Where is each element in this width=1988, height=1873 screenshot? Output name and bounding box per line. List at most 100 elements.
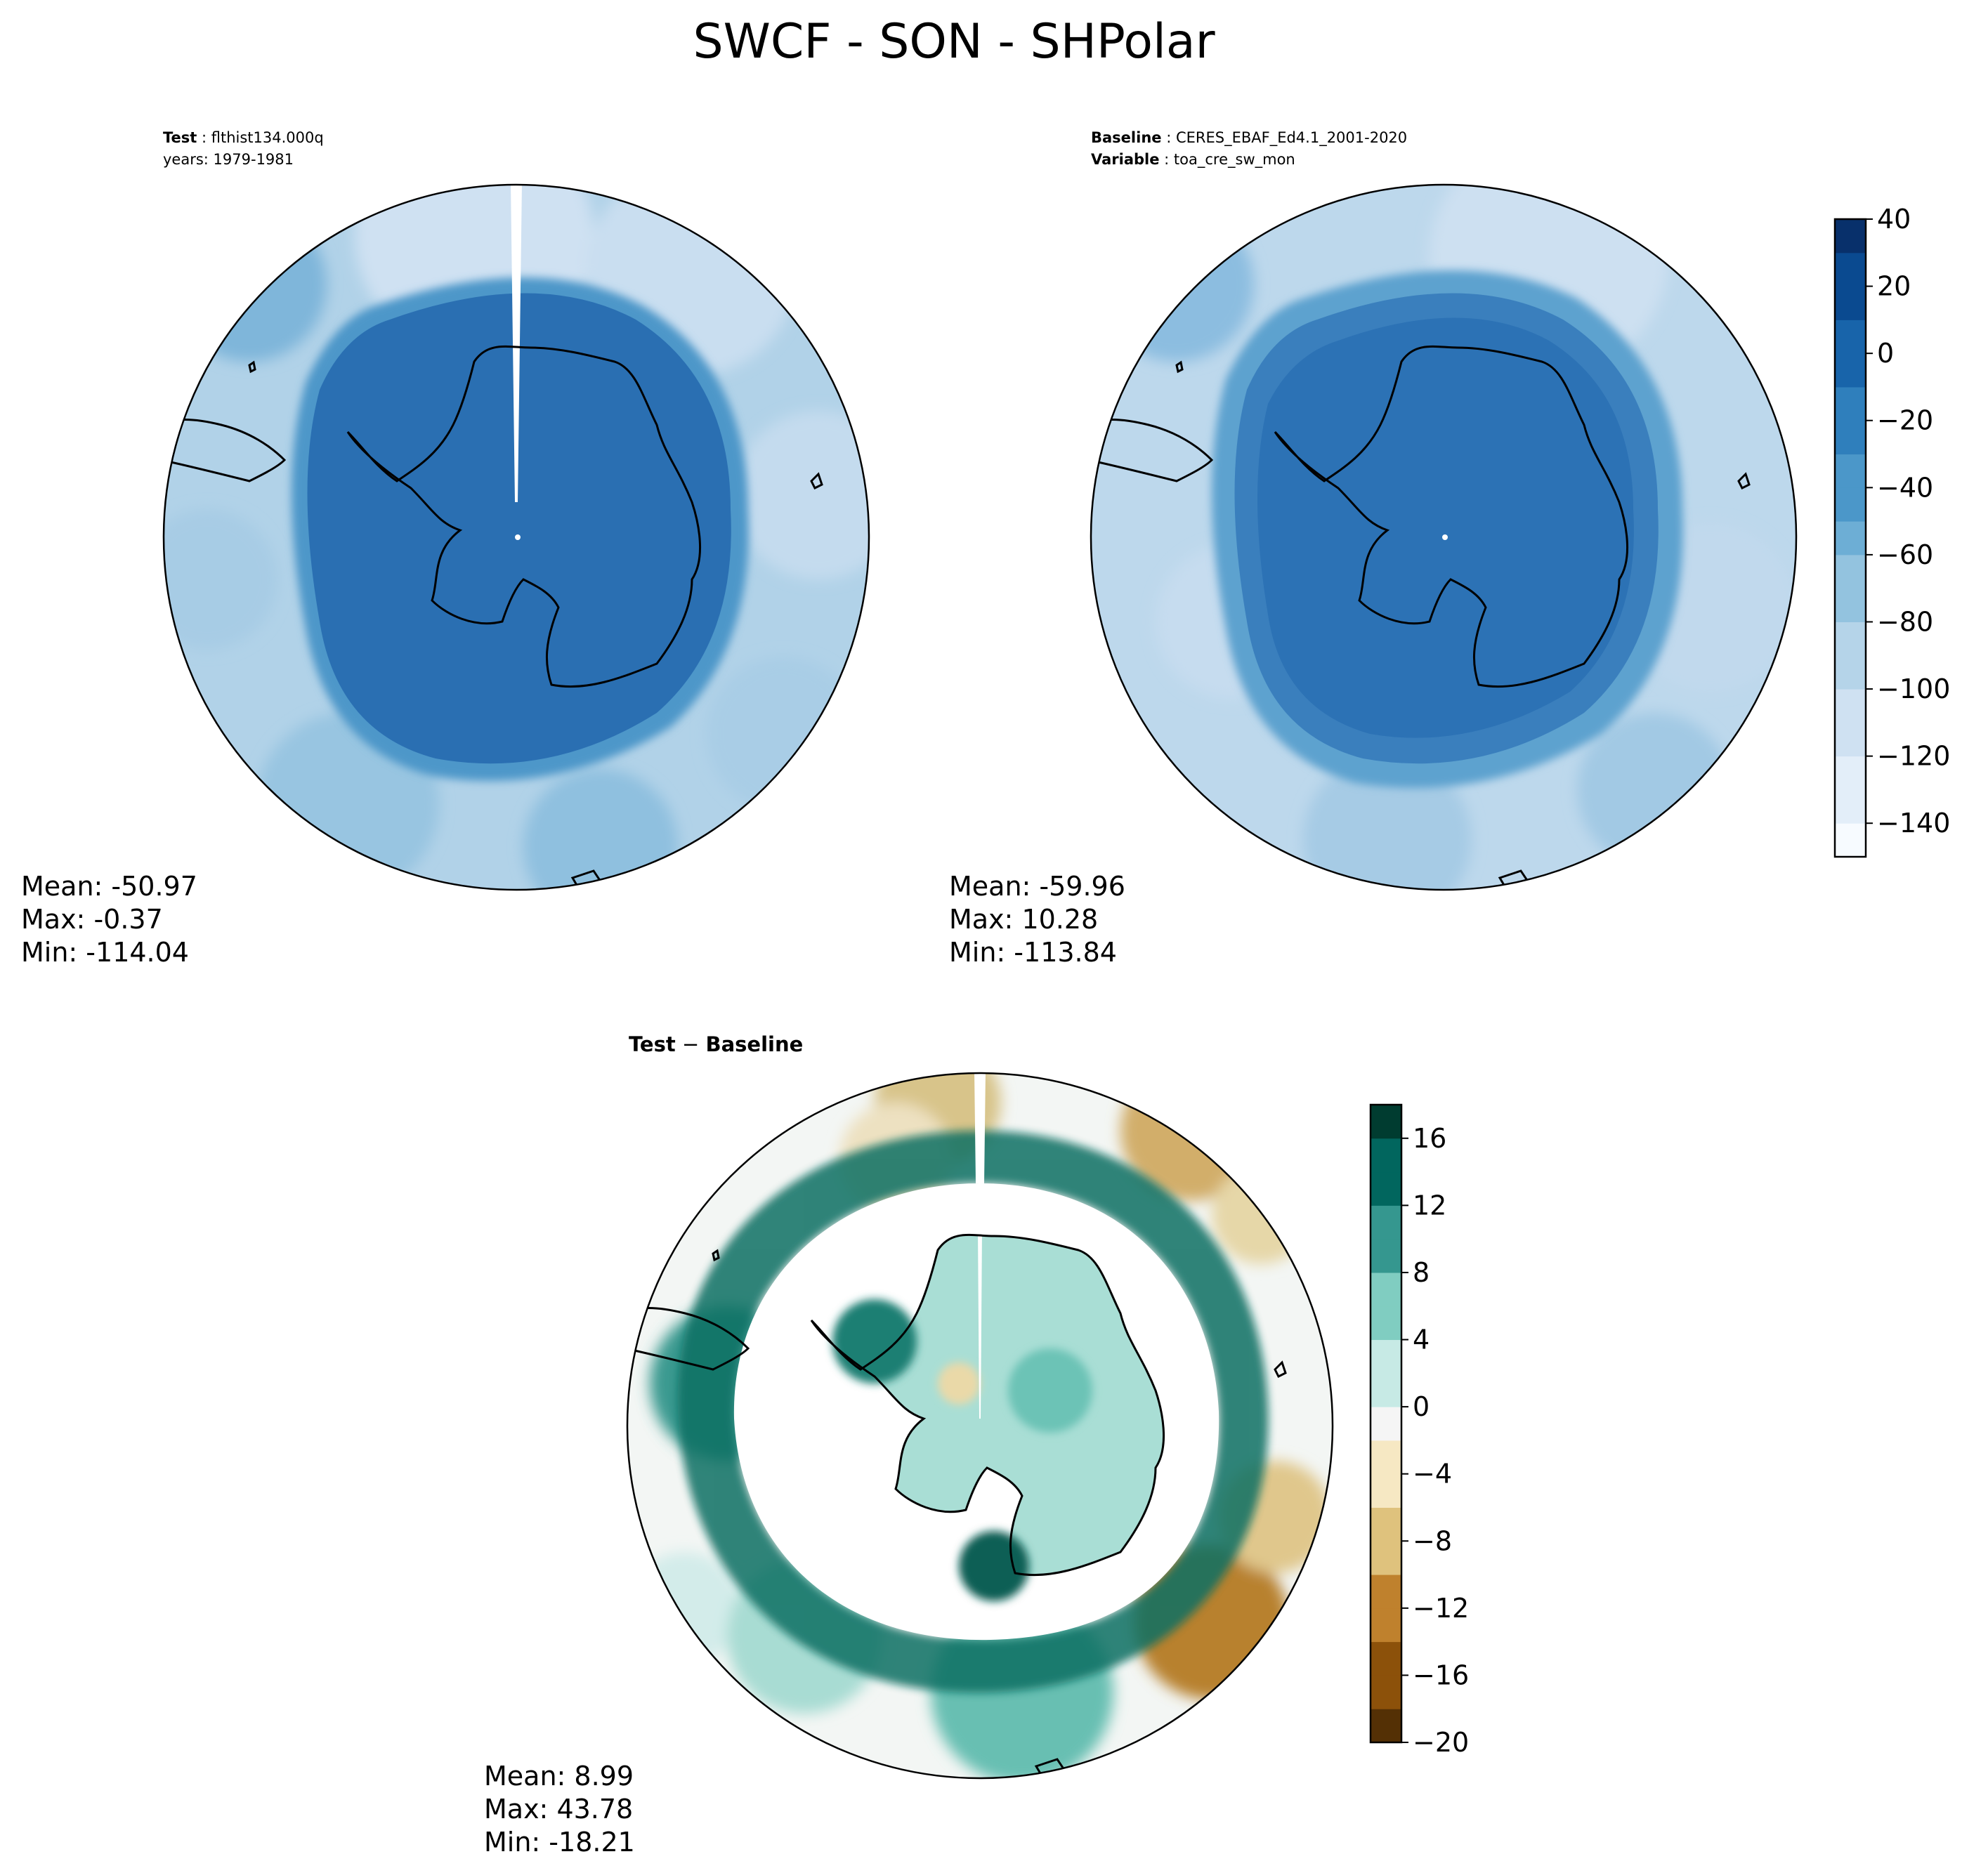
diff-colorbar-swatch — [1371, 1507, 1401, 1542]
main-colorbar-tick-label: 20 — [1877, 271, 1911, 302]
main-colorbar-swatch — [1835, 420, 1866, 455]
diff-colorbar-swatch — [1371, 1171, 1401, 1206]
test-stats: Mean: -50.97 Max: -0.37 Min: -114.04 — [21, 871, 197, 968]
main-colorbar-swatches — [1835, 219, 1866, 857]
diff-colorbar-ticks: 16 12 8 4 0 −4 −8 −12 −16 −20 — [1401, 1123, 1469, 1758]
diff-colorbar-swatch — [1371, 1205, 1401, 1240]
diff-colorbar-swatch — [1371, 1138, 1401, 1173]
diff-title: Test − Baseline — [629, 1032, 803, 1056]
diff-colorbar-swatch — [1371, 1541, 1401, 1575]
main-colorbar-frame — [1833, 218, 1867, 858]
baseline-var-value: toa_cre_sw_mon — [1174, 151, 1295, 169]
main-colorbar: 40 20 0 −20 −40 −60 −80 −100 −120 −140 — [1833, 204, 1950, 858]
diff-colorbar-swatch — [1371, 1675, 1401, 1709]
main-colorbar-swatch — [1835, 454, 1866, 488]
test-label-value: flthist134.000q — [211, 129, 324, 146]
main-colorbar-swatch — [1835, 487, 1866, 522]
baseline-label-key: Baseline — [1091, 129, 1162, 146]
main-colorbar-ticks: 40 20 0 −20 −40 −60 −80 −100 −120 −140 — [1866, 204, 1950, 839]
diff-colorbar-swatch — [1371, 1407, 1401, 1441]
main-colorbar-swatch — [1835, 320, 1866, 354]
diff-map — [626, 1072, 1334, 1780]
baseline-label-colon: : — [1162, 129, 1176, 146]
test-min: Min: -114.04 — [21, 937, 189, 968]
main-colorbar-tick-label: 0 — [1877, 338, 1894, 369]
baseline-variable: Variable : toa_cre_sw_mon — [1091, 151, 1295, 169]
main-colorbar-tick-label: −20 — [1877, 405, 1933, 436]
baseline-antarctic-core — [1257, 317, 1634, 738]
diff-colorbar-tick-label: −4 — [1413, 1459, 1452, 1490]
diff-title-left: Test — [629, 1032, 676, 1056]
main-colorbar-swatch — [1835, 554, 1866, 589]
main-colorbar-swatch — [1835, 521, 1866, 556]
baseline-panel: Baseline : CERES_EBAF_Ed4.1_2001-2020 Va… — [949, 129, 1798, 968]
main-colorbar-tick-label: −60 — [1877, 539, 1933, 570]
diff-colorbar-swatch — [1371, 1473, 1401, 1508]
main-colorbar-tick-label: −100 — [1877, 673, 1950, 704]
diff-colorbar-swatch — [1371, 1373, 1401, 1407]
figure-title: SWCF - SON - SHPolar — [693, 14, 1215, 70]
test-label-key: Test — [163, 129, 197, 146]
main-colorbar-swatch — [1835, 219, 1866, 254]
baseline-var-key: Variable — [1091, 151, 1159, 168]
diff-colorbar-swatches — [1371, 1105, 1401, 1743]
baseline-var-colon: : — [1159, 151, 1173, 168]
main-colorbar-swatch — [1835, 622, 1866, 656]
diff-colorbar-frame — [1369, 1103, 1403, 1744]
test-pole-marker — [515, 534, 521, 540]
main-colorbar-swatch — [1835, 789, 1866, 824]
diff-colorbar-tick-label: −16 — [1413, 1660, 1469, 1690]
diff-min: Min: -18.21 — [484, 1827, 635, 1858]
diff-colorbar-swatch — [1371, 1608, 1401, 1643]
test-label-colon: : — [197, 129, 211, 146]
diff-title-right: Baseline — [705, 1032, 803, 1056]
test-antarctic-core — [307, 293, 731, 764]
diff-colorbar-swatch — [1371, 1306, 1401, 1341]
diff-max: Max: 43.78 — [484, 1794, 633, 1825]
main-colorbar-swatch — [1835, 286, 1866, 320]
test-max: Max: -0.37 — [21, 904, 163, 935]
main-colorbar-swatch — [1835, 756, 1866, 790]
test-missing-wedge — [511, 185, 522, 502]
baseline-stats: Mean: -59.96 Max: 10.28 Min: -113.84 — [949, 871, 1125, 968]
baseline-max: Max: 10.28 — [949, 904, 1098, 935]
test-mean: Mean: -50.97 — [21, 871, 197, 902]
diff-colorbar-tick-label: −8 — [1413, 1525, 1452, 1556]
diff-stats: Mean: 8.99 Max: 43.78 Min: -18.21 — [484, 1761, 635, 1858]
diff-colorbar-tick-label: 12 — [1413, 1190, 1446, 1221]
main-colorbar-tick-label: 40 — [1877, 204, 1911, 235]
diff-colorbar-swatch — [1371, 1709, 1401, 1743]
diff-map-frame — [626, 1072, 1334, 1780]
diff-colorbar-tick-label: −20 — [1413, 1727, 1469, 1758]
baseline-label-value: CERES_EBAF_Ed4.1_2001-2020 — [1176, 129, 1407, 147]
diff-mean: Mean: 8.99 — [484, 1761, 634, 1792]
main-colorbar-swatch — [1835, 689, 1866, 723]
diff-colorbar: 16 12 8 4 0 −4 −8 −12 −16 −20 — [1369, 1103, 1469, 1758]
diff-colorbar-tick-label: 0 — [1413, 1391, 1430, 1422]
diff-colorbar-tick-label: 8 — [1413, 1257, 1430, 1288]
diff-colorbar-tick-label: −12 — [1413, 1593, 1469, 1624]
main-colorbar-tick-label: −120 — [1877, 741, 1950, 772]
baseline-pole-marker — [1442, 534, 1448, 540]
diff-colorbar-tick-label: 16 — [1413, 1123, 1446, 1154]
diff-colorbar-swatch — [1371, 1575, 1401, 1609]
main-colorbar-tick-label: −140 — [1877, 808, 1950, 839]
diff-colorbar-swatch — [1371, 1105, 1401, 1139]
diff-antarctic-field — [811, 1235, 1164, 1575]
main-colorbar-swatch — [1835, 386, 1866, 421]
main-colorbar-tick-label: −40 — [1877, 472, 1933, 503]
baseline-mean: Mean: -59.96 — [949, 871, 1125, 902]
diff-missing-wedge-inner — [978, 1229, 982, 1419]
main-colorbar-tick-label: −80 — [1877, 606, 1933, 637]
test-map — [162, 183, 870, 891]
diff-colorbar-swatch — [1371, 1239, 1401, 1273]
diff-colorbar-swatch — [1371, 1440, 1401, 1475]
baseline-min: Min: -113.84 — [949, 937, 1117, 968]
baseline-map-frame — [1090, 183, 1798, 891]
diff-colorbar-tick-label: 4 — [1413, 1325, 1430, 1355]
main-colorbar-swatch — [1835, 722, 1866, 757]
test-label: Test : flthist134.000q — [163, 129, 324, 146]
diff-colorbar-swatch — [1371, 1641, 1401, 1676]
diff-title-sep: − — [676, 1032, 706, 1056]
main-colorbar-swatch — [1835, 252, 1866, 287]
